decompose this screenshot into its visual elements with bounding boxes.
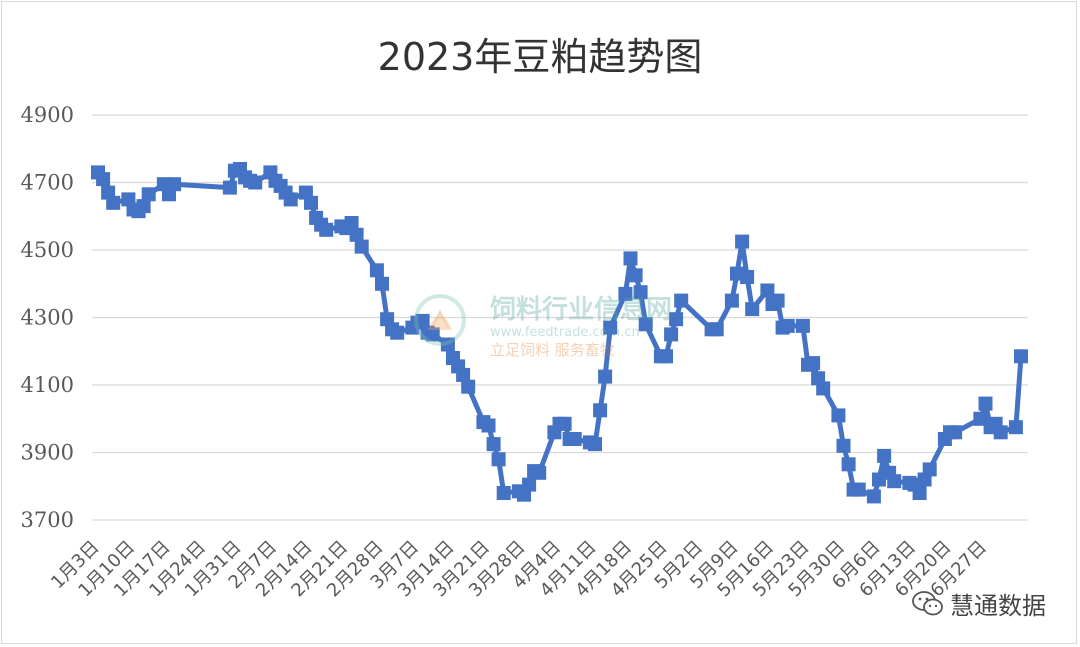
data-point: [486, 437, 501, 452]
data-point: [841, 457, 856, 472]
data-point: [354, 239, 369, 254]
data-point: [593, 403, 608, 418]
data-point: [638, 317, 653, 332]
data-point: [664, 327, 679, 342]
data-point: [481, 418, 496, 433]
data-point: [136, 199, 151, 214]
x-axis-labels: 1月3日1月10日1月17日1月24日1月31日2月7日2月14日2月21日2月…: [47, 537, 991, 602]
data-point: [167, 177, 182, 192]
watermark-url: www.feedtrade.com.cn: [490, 325, 640, 340]
data-point: [659, 349, 673, 364]
source-text: 慧通数据: [950, 592, 1046, 620]
data-point: [922, 462, 937, 477]
data-point: [877, 448, 892, 463]
data-point: [304, 195, 318, 210]
y-tick-label: 3900: [21, 441, 74, 465]
data-point: [141, 187, 156, 202]
data-point: [567, 432, 582, 446]
y-tick-label: 3700: [21, 508, 74, 532]
data-point: [669, 312, 684, 327]
data-point: [415, 313, 430, 328]
data-point: [795, 318, 810, 333]
y-tick-label: 4300: [21, 306, 74, 330]
data-point: [319, 222, 334, 237]
data-point: [456, 367, 471, 382]
data-point: [780, 318, 795, 333]
data-point: [603, 320, 618, 335]
data-point: [222, 180, 237, 195]
wechat-icon: [912, 590, 943, 615]
data-point: [491, 452, 506, 467]
data-point: [598, 369, 613, 384]
y-axis-labels: 4900 4700 4500 4300 4100 3900 3700: [21, 103, 74, 532]
data-point: [283, 192, 298, 207]
data-point: [369, 263, 384, 278]
data-point: [375, 276, 389, 291]
data-point: [709, 322, 724, 337]
data-point: [496, 486, 511, 500]
data-point: [532, 465, 547, 480]
y-tick-label: 4900: [21, 103, 74, 127]
data-point: [461, 379, 476, 394]
data-point: [887, 474, 902, 489]
watermark: 饲料行业信息网 www.feedtrade.com.cn 立足饲料 服务畜牧: [414, 294, 672, 359]
data-point: [745, 302, 760, 317]
data-point: [948, 425, 963, 440]
data-point: [248, 175, 263, 190]
data-point: [349, 227, 364, 242]
data-point: [96, 172, 111, 187]
y-tick-label: 4700: [21, 171, 74, 195]
y-tick-label: 4500: [21, 238, 74, 262]
data-point: [618, 286, 633, 301]
data-point: [106, 195, 121, 210]
data-point: [440, 337, 455, 352]
data-point: [912, 486, 927, 500]
data-point: [344, 216, 359, 230]
data-point: [557, 416, 572, 431]
data-point: [978, 396, 993, 411]
data-point: [866, 489, 881, 504]
data-point: [588, 437, 602, 452]
data-point: [674, 293, 689, 308]
data-point: [425, 327, 440, 342]
data-point: [623, 251, 638, 266]
data-point: [628, 268, 643, 283]
data-point: [806, 356, 821, 371]
feedtrade-logo-icon: [414, 294, 466, 346]
data-point: [724, 293, 739, 308]
data-point: [836, 438, 851, 453]
data-point: [851, 482, 866, 497]
data-point: [831, 408, 846, 423]
source-mark: 慧通数据: [912, 586, 1046, 621]
y-tick-label: 4100: [21, 373, 74, 397]
data-point: [993, 425, 1008, 440]
data-point: [770, 293, 785, 308]
data-point: [1008, 420, 1023, 435]
data-point: [633, 285, 648, 300]
data-point: [1014, 349, 1028, 364]
watermark-title: 饲料行业信息网: [489, 294, 672, 325]
chart-title: 2023年豆粕趋势图: [377, 35, 703, 79]
watermark-slogan: 立足饲料 服务畜牧: [490, 341, 615, 359]
data-point: [522, 477, 537, 492]
data-point: [735, 234, 750, 249]
data-point: [390, 325, 405, 340]
series-markers: [91, 162, 1028, 504]
data-point: [816, 381, 831, 396]
data-point: [740, 270, 755, 284]
